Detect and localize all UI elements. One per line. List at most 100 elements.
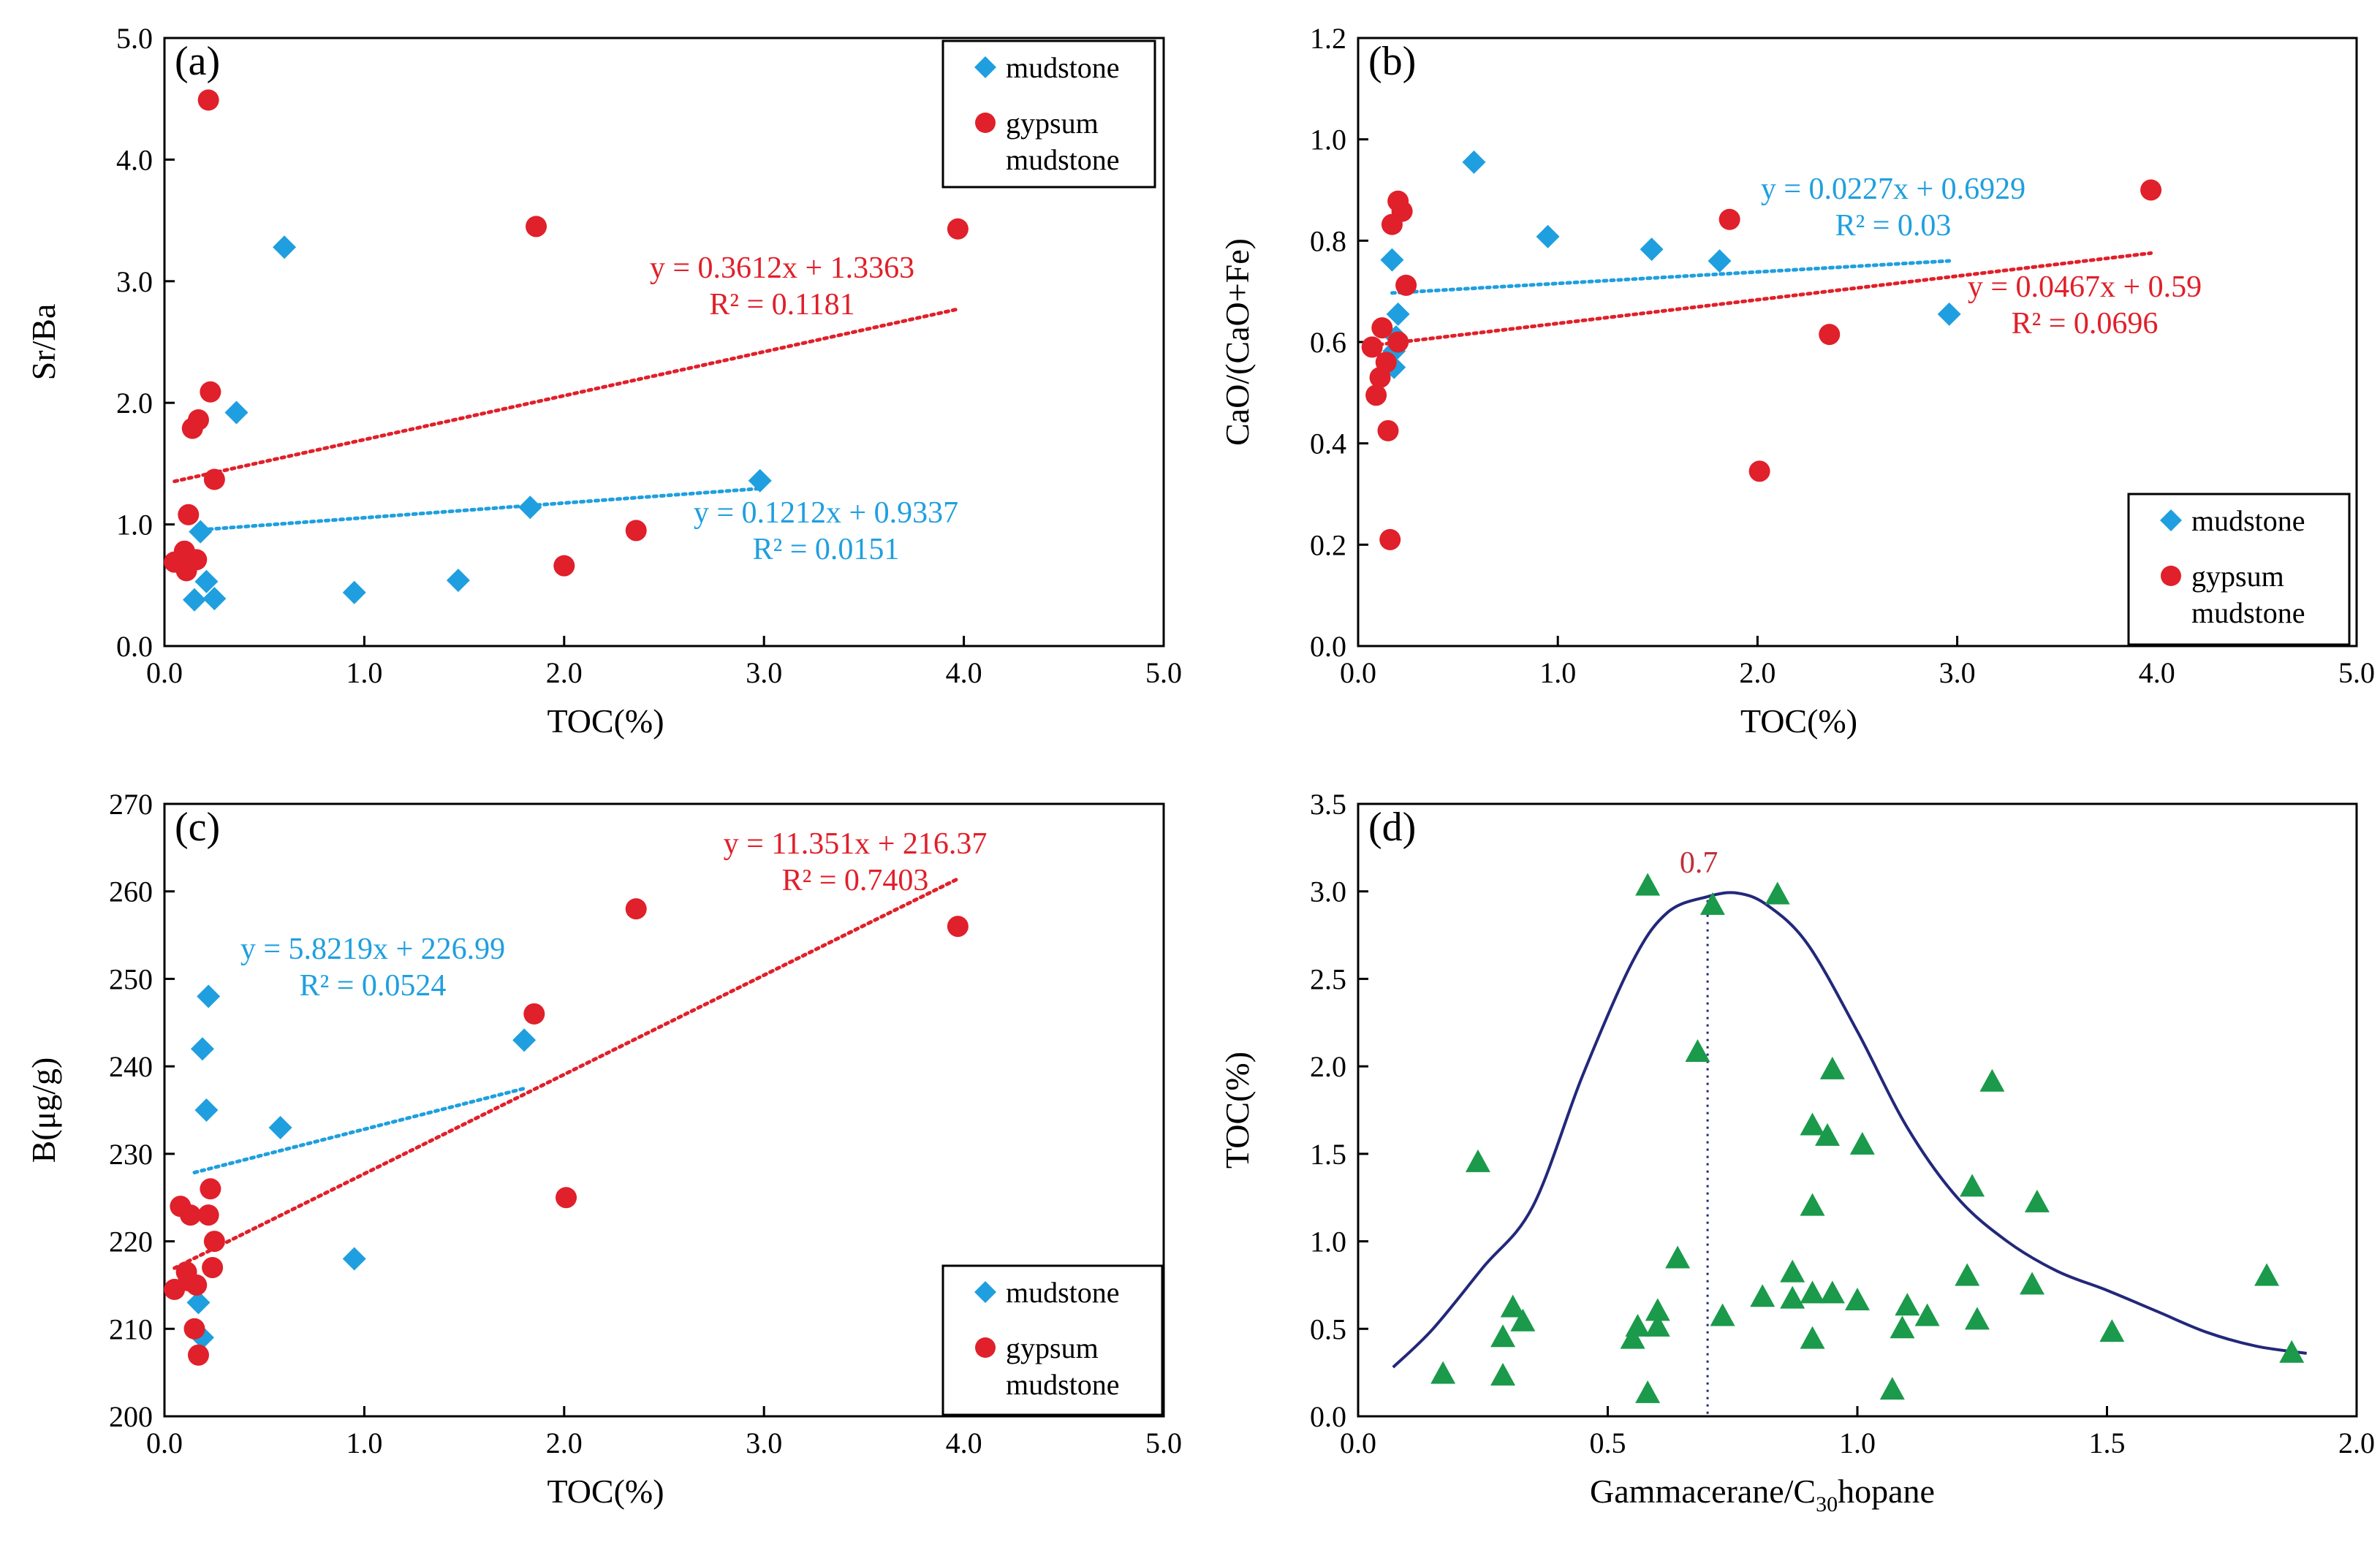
point-gypsum-mudstone xyxy=(1369,367,1391,389)
point-gypsum-mudstone xyxy=(1819,324,1841,346)
point-sample xyxy=(1849,1131,1875,1155)
chart-panel-b: 0.0 1.0 2.0 3.0 4.0 5.0 0.0 0.2 0.4 0.6 0.8 1.0 1.2 T… xyxy=(1219,22,2375,740)
y-tick-label: 4.0 xyxy=(116,143,153,176)
fit-line xyxy=(1390,259,1952,295)
fit-equation: y = 0.1212x + 0.9337 xyxy=(694,496,958,530)
point-sample xyxy=(1800,1280,1825,1304)
point-mudstone xyxy=(186,1291,211,1315)
point-mudstone xyxy=(224,400,249,425)
point-gypsum-mudstone xyxy=(625,520,647,542)
point-sample xyxy=(1895,1293,1920,1316)
point-mudstone xyxy=(512,1028,537,1052)
point-sample xyxy=(2254,1263,2280,1286)
x-tick-label: 4.0 xyxy=(946,656,982,689)
point-sample xyxy=(1955,1263,1980,1286)
x-tick-label: 0.0 xyxy=(1340,1427,1376,1459)
point-mudstone xyxy=(1640,238,1664,262)
legend-label-gypsum: gypsum xyxy=(1006,107,1099,140)
x-axis-label: Gammacerane/C30hopane xyxy=(1590,1473,1935,1516)
x-tick-label: 5.0 xyxy=(1145,1427,1182,1459)
point-mudstone xyxy=(197,984,221,1009)
point-sample xyxy=(1800,1112,1825,1136)
point-sample xyxy=(1750,1284,1775,1307)
x-axis-label: TOC(%) xyxy=(547,1473,664,1510)
y-tick-label: 0.0 xyxy=(116,630,153,663)
fit-equation: y = 0.3612x + 1.3363 xyxy=(650,251,914,285)
point-sample xyxy=(2020,1272,2045,1295)
plot-frame xyxy=(163,37,1165,647)
y-tick-label: 250 xyxy=(109,962,153,995)
y-tick-label: 0.2 xyxy=(1310,528,1346,561)
y-tick-label: 230 xyxy=(109,1138,153,1171)
point-gypsum-mudstone xyxy=(947,218,969,240)
legend-marker-gypsum-mudstone xyxy=(975,1337,996,1358)
point-gypsum-mudstone xyxy=(202,1256,224,1278)
point-gypsum-mudstone xyxy=(187,1344,209,1366)
point-sample xyxy=(1490,1362,1516,1386)
point-mudstone xyxy=(273,235,297,259)
point-mudstone xyxy=(518,495,542,520)
y-tick-label: 3.5 xyxy=(1310,788,1346,821)
x-tick-label: 1.0 xyxy=(346,1427,382,1459)
point-mudstone xyxy=(1937,302,1961,326)
y-tick-label: 0.5 xyxy=(1310,1313,1346,1345)
point-mudstone xyxy=(1462,150,1486,174)
legend-label-gypsum: gypsum xyxy=(1006,1332,1099,1364)
legend-label-gypsum-mudstone: mudstone xyxy=(1006,143,1120,176)
panel-label: (c) xyxy=(175,805,220,850)
y-tick-label: 0.6 xyxy=(1310,326,1346,359)
legend-marker-gypsum-mudstone xyxy=(975,113,996,133)
point-sample xyxy=(1685,1038,1710,1062)
point-sample xyxy=(1815,1123,1841,1146)
point-gypsum-mudstone xyxy=(197,1204,219,1226)
point-sample xyxy=(1819,1280,1845,1304)
point-sample xyxy=(1710,1303,1735,1326)
x-tick-label: 3.0 xyxy=(1939,656,1976,689)
point-sample xyxy=(1979,1068,2005,1092)
point-sample xyxy=(2099,1319,2125,1342)
point-gypsum-mudstone xyxy=(947,916,969,938)
x-tick-label: 1.0 xyxy=(346,656,382,689)
fit-line xyxy=(1370,251,2153,348)
point-mudstone xyxy=(446,569,470,593)
fit-r-squared: R² = 0.7403 xyxy=(782,864,929,897)
chart-panel-c: 0.0 1.0 2.0 3.0 4.0 5.0 200 210 220 230 240 250 260 2… xyxy=(25,788,1182,1510)
y-tick-label: 200 xyxy=(109,1400,153,1433)
y-tick-label: 220 xyxy=(109,1226,153,1258)
y-tick-label: 5.0 xyxy=(116,22,153,55)
y-tick-label: 1.5 xyxy=(1310,1138,1346,1171)
point-sample xyxy=(2279,1340,2305,1363)
point-mudstone xyxy=(183,588,207,612)
x-tick-label: 3.0 xyxy=(746,656,782,689)
x-tick-label: 0.0 xyxy=(146,656,183,689)
point-gypsum-mudstone xyxy=(181,417,203,439)
x-tick-label: 0.0 xyxy=(1340,656,1376,689)
point-gypsum-mudstone xyxy=(526,216,547,238)
point-sample xyxy=(1490,1324,1516,1348)
fit-r-squared: R² = 0.0696 xyxy=(2012,307,2159,341)
y-tick-label: 3.0 xyxy=(1310,876,1346,908)
y-tick-label: 2.0 xyxy=(116,387,153,419)
point-mudstone xyxy=(189,520,213,544)
point-sample xyxy=(1465,1149,1490,1172)
point-mudstone xyxy=(194,1098,219,1122)
x-tick-label: 4.0 xyxy=(2139,656,2175,689)
legend-marker-mudstone xyxy=(974,1281,996,1303)
point-gypsum-mudstone xyxy=(1365,384,1387,406)
point-mudstone xyxy=(1380,248,1404,272)
y-axis-label: TOC(%) xyxy=(1219,1052,1256,1169)
y-axis-label: CaO/(CaO+Fe) xyxy=(1219,238,1256,446)
y-tick-label: 3.0 xyxy=(116,265,153,298)
x-tick-label: 5.0 xyxy=(2338,656,2375,689)
chart-panel-a: 0.0 1.0 2.0 3.0 4.0 5.0 0.0 1.0 2.0 3.0 4.0 5.0 TOC(… xyxy=(25,22,1182,740)
point-gypsum-mudstone xyxy=(523,1003,545,1025)
trend-curve xyxy=(1392,891,2307,1369)
legend-label-mudstone: mudstone xyxy=(1006,51,1120,84)
y-axis-label: B(μg/g) xyxy=(25,1057,62,1163)
point-sample xyxy=(1645,1313,1670,1337)
fit-equation: y = 0.0227x + 0.6929 xyxy=(1761,172,2025,206)
point-sample xyxy=(1620,1326,1645,1349)
legend-label-gypsum: gypsum xyxy=(2191,560,2284,593)
